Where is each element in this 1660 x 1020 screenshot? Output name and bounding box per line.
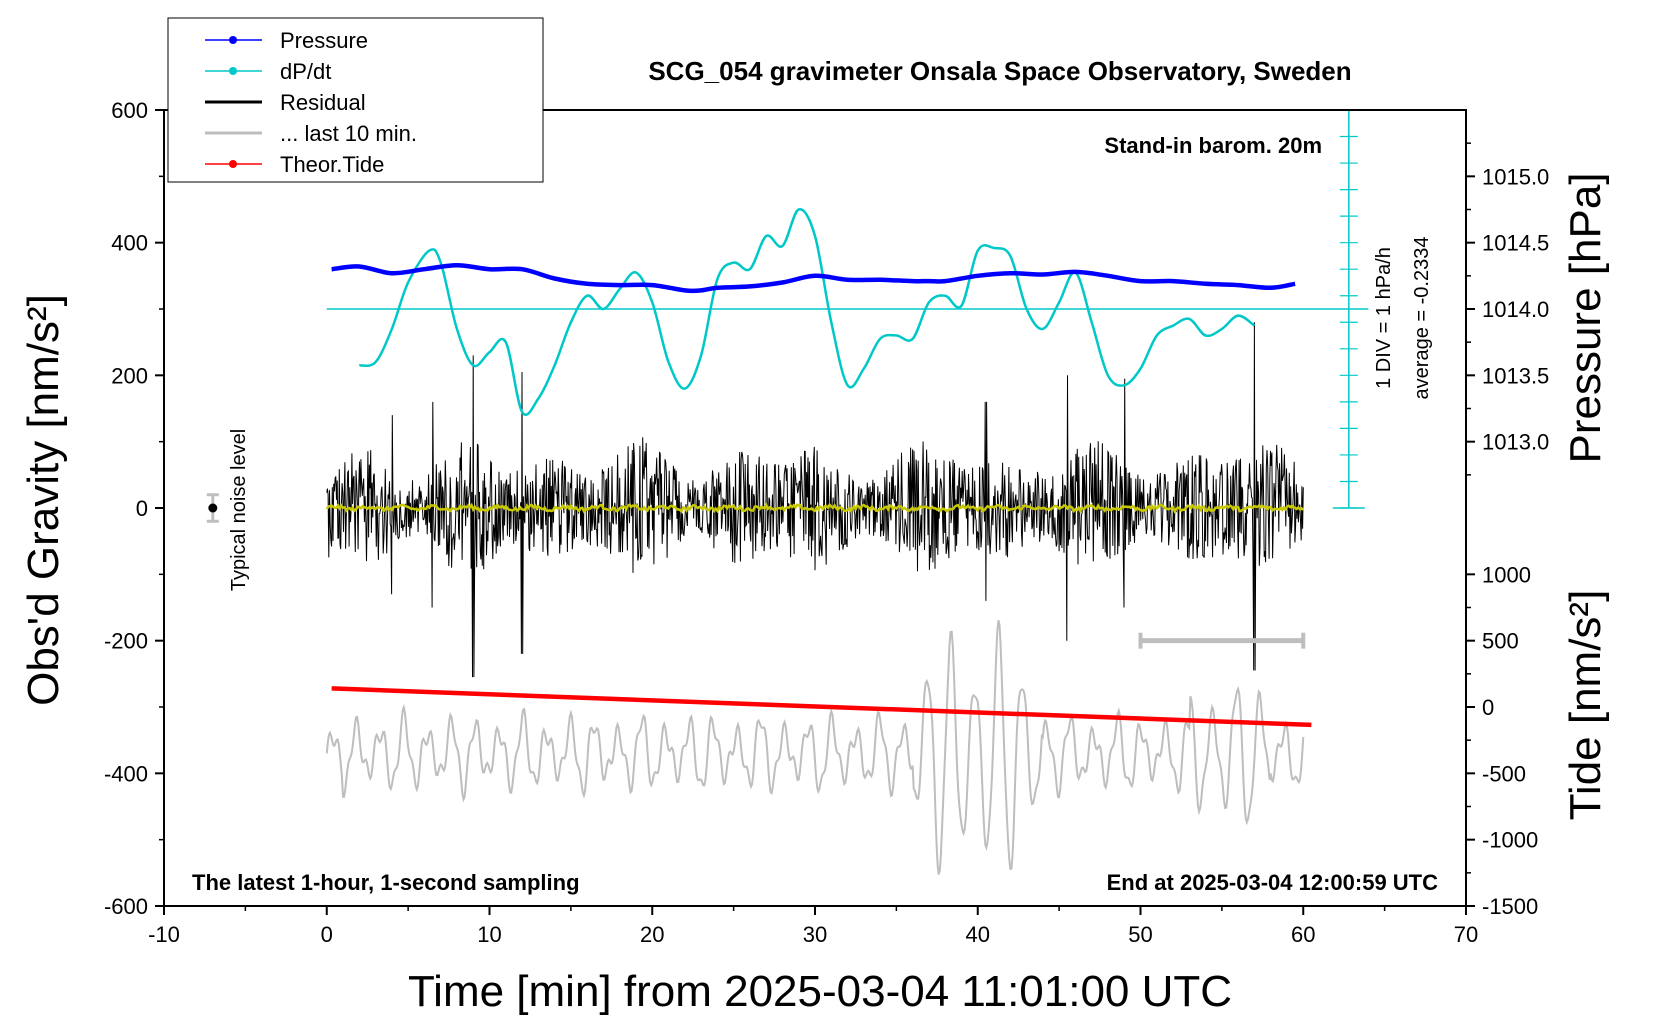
legend-marker — [229, 160, 237, 168]
tide-line — [331, 686, 1312, 728]
legend-label: dP/dt — [280, 59, 331, 84]
x-tick-label: 40 — [966, 922, 990, 947]
y-tick-label: -400 — [104, 761, 148, 786]
x-tick-label: 0 — [321, 922, 333, 947]
chart-title: SCG_054 gravimeter Onsala Space Observat… — [648, 56, 1351, 86]
x-tick-label: 10 — [477, 922, 501, 947]
plot-area — [206, 110, 1369, 875]
y-tick-label: 600 — [111, 98, 148, 123]
tide-tick-label: 0 — [1482, 695, 1494, 720]
y-tick-label: 200 — [111, 363, 148, 388]
legend-label: ... last 10 min. — [280, 121, 417, 146]
y-axis-title-pressure: Pressure [hPa] — [1561, 172, 1610, 463]
pressure-tick-label: 1014.0 — [1482, 297, 1549, 322]
x-tick-label: 70 — [1454, 922, 1478, 947]
x-tick-label: -10 — [148, 922, 180, 947]
pressure-tick-label: 1014.5 — [1482, 231, 1549, 256]
series-layer — [325, 110, 1369, 875]
tide-tick-label: -1000 — [1482, 828, 1538, 853]
pressure-tick-label: 1013.0 — [1482, 430, 1549, 455]
end-time-annotation: End at 2025-03-04 12:00:59 UTC — [1107, 870, 1438, 895]
x-tick-label: 60 — [1291, 922, 1315, 947]
residual-line — [326, 322, 1304, 678]
legend: Pressure dP/dt Residual ... last 10 min. The… — [167, 17, 544, 183]
tide-tick-label: -500 — [1482, 761, 1526, 786]
dpdt-average-label: average = -0.2334 — [1411, 237, 1433, 400]
y-tick-label: -600 — [104, 894, 148, 919]
y-axis-title-gravity: Obs'd Gravity [nm/s²] — [19, 294, 68, 706]
axes: -10 0 10 20 30 40 50 60 70 600 400 200 0 -200 -400 -600… — [104, 98, 1549, 947]
y-axis-title-tide: Tide [nm/s²] — [1561, 590, 1610, 821]
legend-label: Pressure — [280, 28, 368, 53]
noise-level-label: Typical noise level — [228, 429, 250, 591]
x-axis-title: Time [min] from 2025-03-04 11:01:00 UTC — [408, 967, 1232, 1016]
last10-line — [325, 619, 1305, 875]
y-tick-label: 400 — [111, 231, 148, 256]
noise-marker-dot — [208, 503, 218, 513]
legend-marker — [229, 36, 237, 44]
dpdt-line — [359, 208, 1256, 417]
residual-smoothed-line — [325, 502, 1305, 514]
legend-label: Theor.Tide — [280, 152, 384, 177]
pressure-tick-label: 1013.5 — [1482, 363, 1549, 388]
x-tick-label: 50 — [1128, 922, 1152, 947]
y-tick-label: 0 — [136, 496, 148, 521]
legend-label: Residual — [280, 90, 366, 115]
legend-marker — [229, 67, 237, 75]
barometer-annotation: Stand-in barom. 20m — [1104, 133, 1322, 158]
dpdt-scale-label: 1 DIV = 1 hPa/h — [1373, 247, 1395, 389]
x-tick-label: 20 — [640, 922, 664, 947]
tide-tick-label: -1500 — [1482, 894, 1538, 919]
pressure-tick-label: 1015.0 — [1482, 164, 1549, 189]
y-tick-label: -200 — [104, 629, 148, 654]
legend-box — [167, 17, 544, 183]
sampling-annotation: The latest 1-hour, 1-second sampling — [192, 870, 580, 895]
tide-tick-label: 1000 — [1482, 562, 1531, 587]
pressure-line — [331, 262, 1296, 294]
tide-tick-label: 500 — [1482, 629, 1519, 654]
x-tick-label: 30 — [803, 922, 827, 947]
